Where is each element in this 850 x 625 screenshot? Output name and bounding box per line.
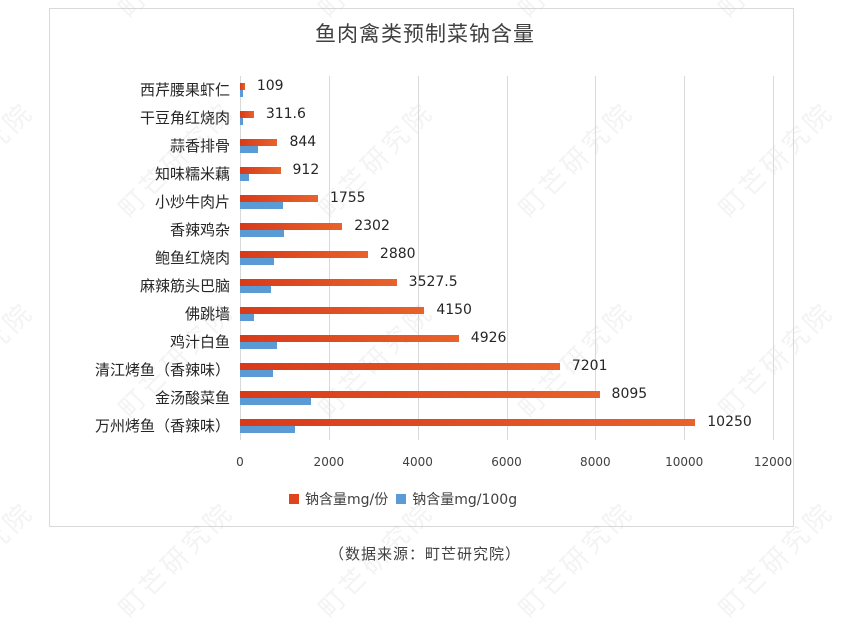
bar-per-serving (240, 279, 397, 286)
legend-label-per-100g: 钠含量mg/100g (412, 492, 518, 508)
category-label: 西芹腰果虾仁 (139, 81, 230, 99)
category-label: 蒜香排骨 (169, 137, 230, 155)
bar-row: 2302 (240, 216, 773, 244)
gridline (684, 76, 686, 440)
data-label: 844 (289, 134, 317, 150)
bar-per-serving (240, 167, 281, 174)
x-tick-label: 6000 (491, 455, 522, 469)
chart-frame (49, 8, 794, 527)
data-label: 912 (292, 162, 320, 178)
bar-row: 4926 (240, 328, 773, 356)
bar-per-serving (240, 83, 245, 90)
data-label: 2880 (379, 246, 416, 262)
bar-per-100g (240, 230, 284, 237)
bar-row: 109 (240, 76, 773, 104)
bar-row: 7201 (240, 356, 773, 384)
category-label: 金汤酸菜鱼 (154, 389, 230, 407)
gridline (328, 76, 330, 440)
data-source-note: （数据来源：町芒研究院） (328, 545, 521, 563)
bar-per-100g (240, 202, 284, 209)
legend-label-per-serving: 钠含量mg/份 (305, 492, 389, 508)
chart-title: 鱼肉禽类预制菜钠含量 (315, 22, 535, 46)
x-tick-label: 12000 (753, 455, 793, 469)
bar-row: 912 (240, 160, 773, 188)
category-label: 清江烤鱼（香辣味） (94, 361, 230, 379)
bar-per-100g (240, 314, 254, 321)
bar-per-100g (240, 398, 312, 405)
gridline (773, 76, 774, 440)
category-label: 干豆角红烧肉 (139, 109, 230, 127)
bar-per-serving (240, 139, 278, 146)
category-label: 麻辣筋头巴脑 (139, 277, 230, 295)
category-label: 鲍鱼红烧肉 (154, 249, 230, 267)
data-label: 1755 (329, 190, 366, 206)
x-tick-label: 2000 (313, 455, 345, 469)
data-label: 109 (256, 78, 284, 94)
bar-per-100g (240, 286, 271, 293)
bar-per-serving (240, 223, 343, 230)
bar-per-100g (240, 426, 296, 433)
data-label: 3527.5 (408, 274, 458, 290)
bar-per-100g (240, 174, 249, 181)
data-label: 8095 (611, 386, 648, 402)
bar-per-100g (240, 90, 244, 97)
bar-row: 1755 (240, 188, 773, 216)
bar-per-serving (240, 363, 560, 370)
x-tick-label: 4000 (402, 455, 433, 469)
bar-row: 2880 (240, 244, 773, 272)
bar-row: 10250 (240, 412, 773, 440)
legend-swatch-per-100g (396, 494, 407, 504)
legend: 钠含量mg/份 钠含量mg/100g (289, 489, 517, 509)
bar-per-100g (240, 342, 277, 349)
plot-area: 109 311.6 844 912 1755 2302 2880 3527.5 4150 4926… (240, 76, 774, 440)
bar-per-100g (240, 118, 243, 125)
x-tick-label: 8000 (580, 455, 611, 469)
bar-per-100g (240, 370, 273, 377)
gridline (417, 76, 419, 440)
data-label: 4150 (436, 302, 472, 318)
data-label: 311.6 (265, 106, 306, 122)
bar-row: 8095 (240, 384, 773, 412)
bar-per-serving (240, 251, 368, 258)
data-label: 10250 (707, 414, 752, 430)
bar-row: 4150 (240, 300, 773, 328)
gridline (506, 76, 508, 440)
bar-row: 311.6 (240, 104, 773, 132)
bar-per-serving (240, 307, 425, 314)
bar-row: 844 (240, 132, 773, 160)
bar-per-serving (240, 391, 600, 398)
category-label: 鸡汁白鱼 (169, 333, 230, 351)
x-tick-label: 0 (236, 455, 244, 469)
bar-row: 3527.5 (240, 272, 773, 300)
data-label: 4926 (470, 330, 507, 346)
category-label: 佛跳墙 (184, 305, 230, 323)
bar-per-serving (240, 335, 459, 342)
bar-per-100g (240, 146, 258, 153)
category-label: 小炒牛肉片 (154, 193, 230, 211)
legend-swatch-per-serving (289, 494, 299, 504)
data-label: 2302 (354, 218, 390, 234)
x-tick-label: 10000 (665, 455, 704, 469)
category-label: 香辣鸡杂 (169, 221, 230, 239)
bar-per-serving (240, 419, 696, 426)
category-label: 知味糯米藕 (154, 165, 230, 183)
data-label: 7201 (571, 358, 608, 374)
bar-per-serving (240, 195, 318, 202)
category-label: 万州烤鱼（香辣味） (94, 417, 230, 435)
gridline (595, 76, 597, 440)
bar-per-100g (240, 258, 274, 265)
bar-per-serving (240, 111, 254, 118)
